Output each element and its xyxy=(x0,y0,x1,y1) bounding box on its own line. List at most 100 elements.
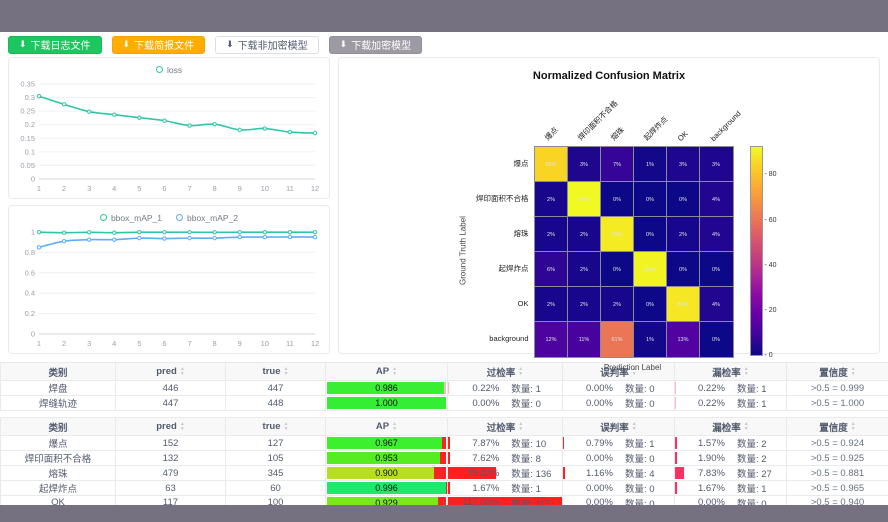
legend-item-loss[interactable]: loss xyxy=(155,63,183,76)
cm-cell: 11% xyxy=(566,321,602,358)
sort-icon[interactable]: ▲ ▼ xyxy=(850,366,856,377)
cell: 爆点 xyxy=(0,435,116,451)
rate-bar xyxy=(448,482,450,494)
chart-legend: loss xyxy=(9,58,329,76)
legend-label: loss xyxy=(166,64,183,75)
rate-value: 0.00% xyxy=(586,452,613,464)
colorbar-tick: - 60 xyxy=(764,216,777,224)
sort-icon[interactable]: ▲ ▼ xyxy=(850,421,856,432)
col-label: 爆点 xyxy=(542,125,560,143)
column-header-类别: 类别 xyxy=(0,417,116,436)
rate-value: 7.83% xyxy=(698,467,725,479)
rate-count: 数量: 10 xyxy=(511,439,547,450)
column-header-过检率[interactable]: 过检率 ▲ ▼ xyxy=(447,417,563,436)
rate-value: 1.67% xyxy=(698,482,725,494)
cm-cell: 0% xyxy=(665,181,701,218)
cm-cell: 93% xyxy=(566,181,602,218)
ap-bar xyxy=(327,437,443,449)
toolbar: ⬇ 下载日志文件 ⬇ 下载简报文件 ⬇ 下载非加密模型 ⬇ 下载加密模型 xyxy=(0,32,888,57)
table-row: 起焊炸点 63 60 0.996 1.67% 数量: 1 0.00% 数量: 0 1.67% 数量… xyxy=(0,480,888,496)
mis-rate-cell: 0.79% 数量: 1 xyxy=(562,435,675,451)
rate-value: 0.22% xyxy=(698,382,725,394)
ap-cell: 0.967 xyxy=(325,435,448,451)
sort-icon[interactable]: ▲ ▼ xyxy=(392,421,398,432)
svg-text:0: 0 xyxy=(31,330,35,339)
ap-bar xyxy=(327,452,441,464)
sort-icon[interactable]: ▲ ▼ xyxy=(518,421,524,432)
sort-icon[interactable]: ▲ ▼ xyxy=(631,366,637,377)
svg-text:7: 7 xyxy=(187,184,191,193)
cm-cell: 0% xyxy=(698,251,734,288)
cm-cell: 0% xyxy=(632,181,668,218)
sort-icon[interactable]: ▲ ▼ xyxy=(631,421,637,432)
legend-marker-icon xyxy=(99,214,107,221)
column-header-置信度[interactable]: 置信度 ▲ ▼ xyxy=(786,417,888,436)
cm-cell: 2% xyxy=(566,216,602,253)
table-row: 焊盘 446 447 0.986 0.22% 数量: 1 0.00% 数量: 0 0.22% 数量… xyxy=(0,380,888,396)
mis-rate-cell: 0.00% 数量: 0 xyxy=(562,450,675,466)
column-header-pred[interactable]: pred ▲ ▼ xyxy=(115,362,226,381)
svg-text:9: 9 xyxy=(238,184,242,193)
column-header-置信度[interactable]: 置信度 ▲ ▼ xyxy=(786,362,888,381)
legend-label: bbox_mAP_1 xyxy=(110,212,162,223)
column-header-误判率[interactable]: 误判率 ▲ ▼ xyxy=(562,417,675,436)
cm-cell: 0% xyxy=(665,251,701,288)
ap-bar xyxy=(327,382,445,394)
rate-count: 数量: 1 xyxy=(511,384,541,395)
download-encrypted-model-button[interactable]: ⬇ 下载加密模型 xyxy=(328,35,423,54)
colorbar-tick: - 40 xyxy=(764,261,777,269)
legend-label: bbox_mAP_2 xyxy=(187,212,239,223)
download-log-label: 下载日志文件 xyxy=(30,41,91,52)
column-header-true[interactable]: true ▲ ▼ xyxy=(225,362,326,381)
sort-icon[interactable]: ▲ ▼ xyxy=(392,366,398,377)
column-header-pred[interactable]: pred ▲ ▼ xyxy=(115,417,226,436)
cell: 132 xyxy=(115,450,226,466)
sort-icon[interactable]: ▲ ▼ xyxy=(179,421,185,432)
sort-icon[interactable]: ▲ ▼ xyxy=(518,366,524,377)
ap-rest-bar xyxy=(442,437,446,449)
rate-count: 数量: 1 xyxy=(511,484,541,495)
sort-icon[interactable]: ▲ ▼ xyxy=(283,421,289,432)
sort-icon[interactable]: ▲ ▼ xyxy=(179,366,185,377)
mis-rate-cell: 0.00% 数量: 0 xyxy=(562,380,675,396)
legend-item-bbox_mAP_1[interactable]: bbox_mAP_1 xyxy=(99,211,162,224)
cm-cell: 0% xyxy=(632,286,668,323)
bottom-band xyxy=(0,505,888,522)
download-log-button[interactable]: ⬇ 下载日志文件 xyxy=(8,35,102,54)
confusion-matrix-card: Normalized Confusion Matrix Ground Truth … xyxy=(338,57,880,372)
cm-cell: 0% xyxy=(599,251,635,288)
download-unencrypted-model-button[interactable]: ⬇ 下载非加密模型 xyxy=(215,35,319,54)
sort-icon[interactable]: ▲ ▼ xyxy=(743,366,749,377)
rate-value: 0.00% xyxy=(586,382,613,394)
column-header-漏检率[interactable]: 漏检率 ▲ ▼ xyxy=(674,362,787,381)
column-header-true[interactable]: true ▲ ▼ xyxy=(225,417,326,436)
cell: 152 xyxy=(115,435,226,451)
rate-bar xyxy=(448,382,449,394)
download-report-button[interactable]: ⬇ 下载简报文件 xyxy=(111,35,206,54)
bbox-map-chart-card: bbox_mAP_1 bbox_mAP_2 0 0.2 0.4 0.6 0.8 1 1 2 3 4 5 6… xyxy=(8,205,330,354)
ap-cell: 0.900 xyxy=(325,465,448,481)
loss-chart: 00.050.10.150.20.250.30.351 2 3 4 5 6 7 8 9 10 11 1… xyxy=(20,80,319,194)
sort-icon[interactable]: ▲ ▼ xyxy=(283,366,289,377)
table-gap xyxy=(0,411,888,417)
rate-count: 数量: 27 xyxy=(736,469,772,480)
legend-item-bbox_mAP_2[interactable]: bbox_mAP_2 xyxy=(176,211,238,224)
cell: 63 xyxy=(115,480,226,496)
confidence-cell: >0.5 = 0.924 xyxy=(786,435,888,451)
cell: 447 xyxy=(225,380,326,396)
column-header-误判率[interactable]: 误判率 ▲ ▼ xyxy=(562,362,675,381)
rate-count: 数量: 1 xyxy=(736,384,767,395)
column-header-漏检率[interactable]: 漏检率 ▲ ▼ xyxy=(674,417,787,436)
cm-cell: 1% xyxy=(632,146,668,183)
column-header-过检率[interactable]: 过检率 ▲ ▼ xyxy=(447,362,563,381)
y-axis-title: Ground Truth Label xyxy=(458,216,467,286)
column-header-AP[interactable]: AP ▲ ▼ xyxy=(325,362,448,381)
cell: 345 xyxy=(225,465,326,481)
download-encrypted-model-label: 下载加密模型 xyxy=(351,41,412,52)
column-header-AP[interactable]: AP ▲ ▼ xyxy=(325,417,448,436)
sort-icon[interactable]: ▲ ▼ xyxy=(743,421,749,432)
rate-bar xyxy=(675,452,678,464)
row-label: 熔珠 xyxy=(513,229,529,238)
rate-value: 1.90% xyxy=(698,452,725,464)
download-icon: ⬇ xyxy=(226,39,234,49)
